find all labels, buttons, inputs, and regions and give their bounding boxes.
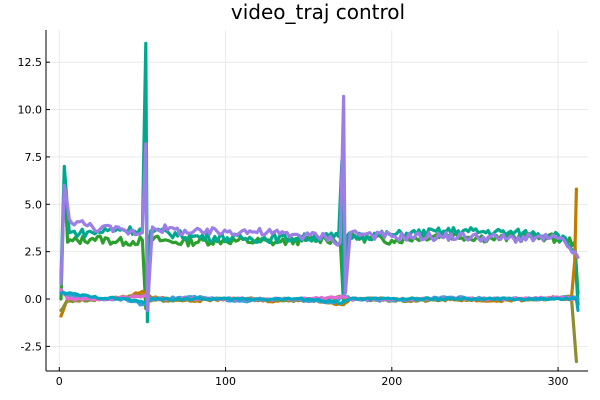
- y-tick-label: 2.5: [25, 246, 43, 259]
- y-tick-label: 12.5: [18, 56, 43, 69]
- axes: 0 100 200 300 -2.5 0.0 2.5 5.0 7.5 10.0 12.5: [18, 30, 588, 388]
- chart-title: video_traj control: [231, 0, 405, 24]
- y-tick-label: -2.5: [21, 340, 42, 353]
- plot-frame: [46, 30, 588, 371]
- series-layer: [59, 41, 580, 364]
- y-tick-label: 0.0: [25, 293, 43, 306]
- x-tick-label: 200: [381, 375, 402, 388]
- y-tick-label: 10.0: [18, 104, 43, 117]
- y-tick-label: 7.5: [25, 151, 43, 164]
- x-tick-label: 0: [56, 375, 63, 388]
- series-line-8: [59, 94, 580, 312]
- y-tick-label: 5.0: [25, 198, 43, 211]
- x-tick-label: 100: [215, 375, 236, 388]
- grid: [46, 30, 588, 371]
- x-tick-label: 300: [548, 375, 569, 388]
- series-line-2: [59, 41, 580, 324]
- series-line-1: [59, 174, 580, 311]
